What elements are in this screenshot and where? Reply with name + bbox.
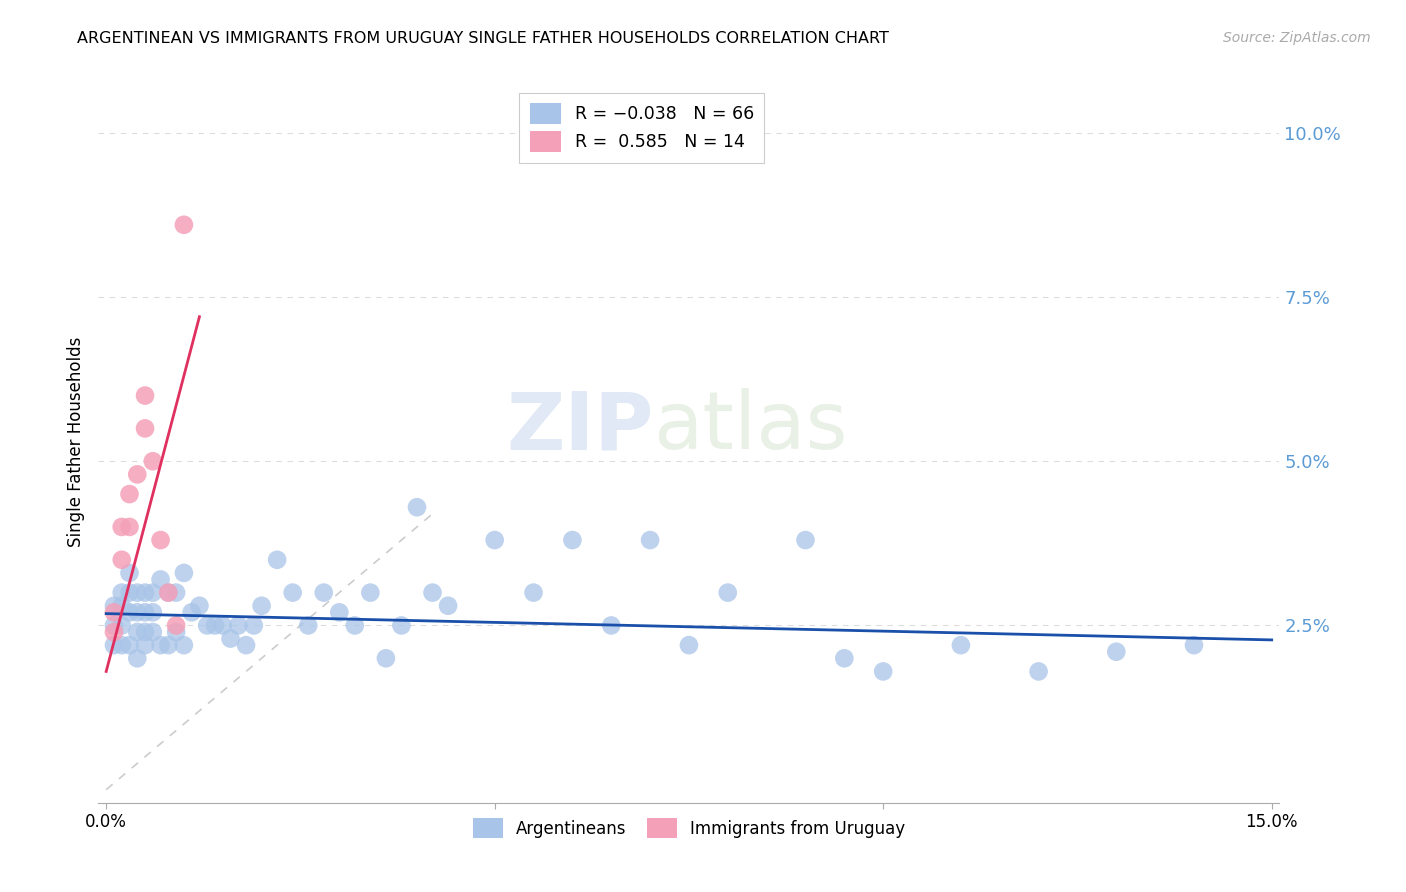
Text: atlas: atlas xyxy=(654,388,848,467)
Point xyxy=(149,533,172,547)
Point xyxy=(1105,645,1128,659)
Point xyxy=(281,585,304,599)
Point xyxy=(118,638,141,652)
Point xyxy=(638,533,661,547)
Point xyxy=(794,533,817,547)
Y-axis label: Single Father Households: Single Father Households xyxy=(66,336,84,547)
Point xyxy=(297,618,319,632)
Point xyxy=(118,520,141,534)
Point xyxy=(134,388,156,402)
Text: ARGENTINEAN VS IMMIGRANTS FROM URUGUAY SINGLE FATHER HOUSEHOLDS CORRELATION CHAR: ARGENTINEAN VS IMMIGRANTS FROM URUGUAY S… xyxy=(77,31,889,46)
Point xyxy=(374,651,396,665)
Point xyxy=(127,585,149,599)
Point xyxy=(437,599,460,613)
Point xyxy=(391,618,413,632)
Text: ZIP: ZIP xyxy=(506,388,654,467)
Point xyxy=(134,421,156,435)
Point xyxy=(157,585,180,599)
Point xyxy=(717,585,740,599)
Point xyxy=(118,566,141,580)
Point xyxy=(118,585,141,599)
Point xyxy=(142,585,165,599)
Point xyxy=(188,599,211,613)
Point xyxy=(134,585,156,599)
Point xyxy=(173,566,195,580)
Point xyxy=(204,618,226,632)
Point xyxy=(134,638,156,652)
Point xyxy=(165,585,187,599)
Point xyxy=(118,487,141,501)
Point xyxy=(103,638,125,652)
Point xyxy=(406,500,429,515)
Point xyxy=(173,218,195,232)
Point xyxy=(111,618,134,632)
Point xyxy=(422,585,444,599)
Point xyxy=(111,599,134,613)
Point xyxy=(127,467,149,482)
Point xyxy=(142,605,165,619)
Point xyxy=(173,638,195,652)
Point xyxy=(103,618,125,632)
Point xyxy=(522,585,544,599)
Point xyxy=(312,585,335,599)
Point xyxy=(165,625,187,640)
Point xyxy=(149,638,172,652)
Point xyxy=(103,599,125,613)
Point xyxy=(195,618,218,632)
Point xyxy=(103,625,125,640)
Point xyxy=(142,454,165,468)
Point xyxy=(266,553,288,567)
Point xyxy=(134,605,156,619)
Point xyxy=(219,632,242,646)
Point xyxy=(111,553,134,567)
Point xyxy=(484,533,506,547)
Point xyxy=(157,585,180,599)
Point xyxy=(149,573,172,587)
Point xyxy=(1182,638,1205,652)
Text: Source: ZipAtlas.com: Source: ZipAtlas.com xyxy=(1223,31,1371,45)
Point xyxy=(328,605,350,619)
Point xyxy=(142,625,165,640)
Point xyxy=(243,618,266,632)
Point xyxy=(111,520,134,534)
Point xyxy=(949,638,972,652)
Point xyxy=(127,605,149,619)
Point xyxy=(226,618,249,632)
Point xyxy=(834,651,856,665)
Point xyxy=(134,625,156,640)
Point xyxy=(111,638,134,652)
Point xyxy=(127,625,149,640)
Point xyxy=(678,638,700,652)
Point xyxy=(359,585,381,599)
Point xyxy=(561,533,583,547)
Point xyxy=(600,618,623,632)
Point xyxy=(235,638,257,652)
Point xyxy=(211,618,233,632)
Point xyxy=(343,618,366,632)
Point xyxy=(157,638,180,652)
Point xyxy=(103,605,125,619)
Point xyxy=(165,618,187,632)
Point xyxy=(250,599,273,613)
Point xyxy=(180,605,202,619)
Point xyxy=(1028,665,1050,679)
Point xyxy=(118,605,141,619)
Point xyxy=(872,665,894,679)
Point xyxy=(111,585,134,599)
Legend: Argentineans, Immigrants from Uruguay: Argentineans, Immigrants from Uruguay xyxy=(467,812,911,845)
Point xyxy=(127,651,149,665)
